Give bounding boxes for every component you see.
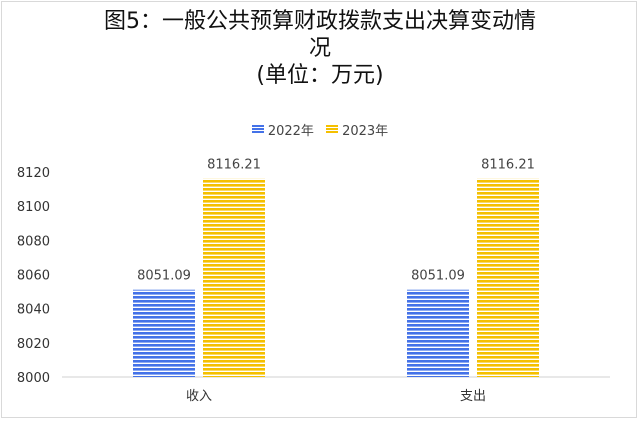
x-category-label: 收入 <box>186 389 212 404</box>
chart-legend: 2022年 2023年 <box>0 120 640 139</box>
data-label: 8051.09 <box>137 269 191 284</box>
y-tick-label: 8000 <box>17 371 50 386</box>
y-tick-label: 8120 <box>17 166 50 181</box>
y-tick-label: 8020 <box>17 337 50 352</box>
legend-item-2023: 2023年 <box>326 120 388 139</box>
bar-0-1 <box>407 289 469 377</box>
y-tick-label: 8040 <box>17 303 50 318</box>
bar-1-1 <box>477 178 539 377</box>
x-category-label: 支出 <box>460 389 486 404</box>
y-tick-label: 8080 <box>17 234 50 249</box>
y-tick-label: 8100 <box>17 200 50 215</box>
y-tick-label: 8060 <box>17 269 50 284</box>
bar-1-0 <box>203 178 265 377</box>
chart-title-line1: 图5：一般公共预算财政拨款支出决算变动情 <box>104 9 536 34</box>
legend-item-2022: 2022年 <box>251 120 314 139</box>
legend-swatch-2022 <box>251 125 264 134</box>
legend-label-2023: 2023年 <box>342 124 389 139</box>
data-label: 8051.09 <box>411 269 465 284</box>
chart-title-line2: 况 <box>308 36 331 61</box>
chart-subtitle: (单位：万元) <box>256 63 384 88</box>
legend-swatch-2023 <box>326 125 339 134</box>
legend-label-2022: 2022年 <box>267 124 314 139</box>
chart-title: 图5：一般公共预算财政拨款支出决算变动情 况 (单位：万元) <box>0 8 640 89</box>
bar-0-0 <box>133 289 195 377</box>
data-label: 8116.21 <box>481 157 535 172</box>
data-label: 8116.21 <box>207 157 261 172</box>
